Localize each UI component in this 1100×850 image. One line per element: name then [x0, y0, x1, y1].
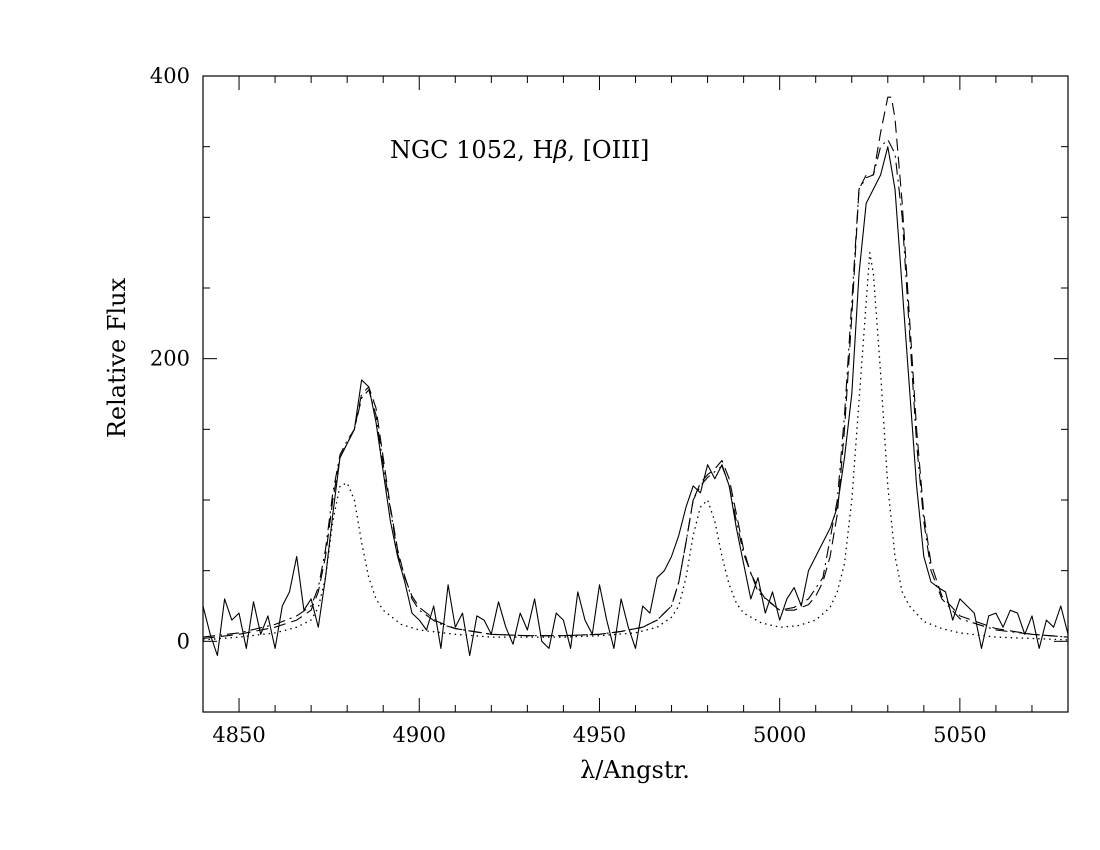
x-tick-label: 4950: [573, 723, 626, 747]
series-line-dotted: [202, 252, 1069, 641]
tick-labels-layer: 4850 4900 4950 5000 5050 0 200 400: [150, 64, 987, 747]
series-line-dashdot: [202, 139, 1069, 638]
y-tick-label: 200: [150, 347, 190, 371]
annotation: NGC 1052, Hβ, [OIII]: [390, 136, 649, 164]
series-line-dashed: [202, 96, 1069, 640]
annotation-prefix: NGC 1052, H: [390, 136, 553, 164]
annotation-greek: β: [552, 136, 567, 164]
series-line-solid: [202, 146, 1069, 657]
plot-frame: [202, 75, 1069, 713]
x-tick-label: 4900: [393, 723, 446, 747]
ticks-layer: [202, 75, 1069, 713]
x-axis-title: λ/Angstr.: [580, 756, 690, 784]
x-tick-label: 4850: [212, 723, 265, 747]
y-tick-label: 0: [177, 629, 190, 653]
annotation-suffix: , [OIII]: [567, 136, 649, 164]
y-tick-label: 400: [150, 64, 190, 88]
x-tick-label: 5000: [753, 723, 806, 747]
y-axis-title: Relative Flux: [103, 277, 131, 438]
x-tick-label: 5050: [933, 723, 986, 747]
series-layer: [202, 96, 1069, 657]
